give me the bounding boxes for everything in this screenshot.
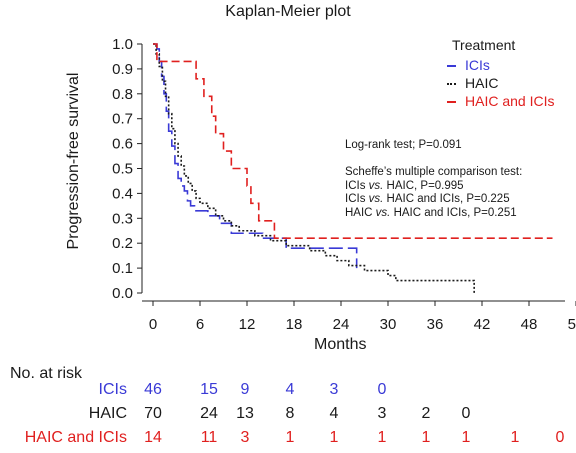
- risk-cell: 1: [421, 429, 431, 446]
- x-tick-label: 24: [333, 316, 350, 333]
- risk-cell: 14: [144, 429, 162, 446]
- y-tick-label: 0.8: [112, 86, 133, 103]
- y-tick-label: 0.6: [112, 136, 133, 153]
- risk-cell: 15: [200, 381, 218, 398]
- legend-swatch: [447, 100, 456, 103]
- scheffe-annotation: Scheffe’s multiple comparison test: ICIs…: [345, 166, 522, 220]
- risk-cell: 13: [236, 405, 254, 422]
- risk-cell: 8: [285, 405, 295, 422]
- legend-label: HAIC: [465, 75, 499, 91]
- scheffe-title: Scheffe’s multiple comparison test:: [345, 166, 523, 178]
- logrank-annotation: Log-rank test; P=0.091: [345, 139, 462, 151]
- x-tick-label: 42: [474, 316, 491, 333]
- curve-haic-and-icis: [153, 43, 553, 240]
- risk-cell: 3: [329, 381, 339, 398]
- legend-item: HAIC and ICIs: [447, 93, 554, 111]
- risk-cell: 2: [421, 405, 431, 422]
- x-tick-label: 12: [239, 316, 256, 333]
- risk-cell: 1: [285, 429, 295, 446]
- legend-swatch: [447, 82, 456, 85]
- legend-item: ICIs: [447, 57, 490, 75]
- x-tick-label: 30: [380, 316, 397, 333]
- curve-haic: [153, 43, 475, 293]
- x-tick-label: 36: [427, 316, 444, 333]
- x-axis-label: Months: [314, 336, 367, 353]
- risk-cell: 1: [510, 429, 520, 446]
- risk-cell: 1: [329, 429, 339, 446]
- risk-cell: 24: [200, 405, 218, 422]
- risk-cell: 3: [377, 405, 387, 422]
- risk-cell: 0: [377, 381, 387, 398]
- risk-cell: 1: [461, 429, 471, 446]
- risk-cell: 1: [377, 429, 387, 446]
- y-tick-label: 0.0: [112, 285, 133, 302]
- comparison-line: ICIs vs. HAIC and ICIs, P=0.225: [345, 193, 510, 205]
- risk-row-label: HAIC: [88, 405, 127, 422]
- risk-row-label: HAIC and ICIs: [24, 429, 127, 446]
- risk-cell: 3: [240, 429, 250, 446]
- y-tick-label: 0.7: [112, 111, 133, 128]
- axes: 0.0 0.1 0.2 0.3 0.4 0.5 0.6 0.7 0.8 0.9 1.0 0 6 12 18 2…: [112, 36, 576, 333]
- risk-cell: 70: [144, 405, 162, 422]
- x-tick-label: 18: [286, 316, 303, 333]
- comparison-list: ICIs vs. HAIC, P=0.995 ICIs vs. HAIC and …: [345, 180, 522, 221]
- survival-curves: [153, 43, 553, 293]
- chart-title: Kaplan-Meier plot: [225, 3, 351, 20]
- risk-table-title: No. at risk: [10, 365, 83, 382]
- x-tick-label: 54: [568, 316, 576, 333]
- legend-item: HAIC: [447, 75, 498, 93]
- y-tick-label: 0.4: [112, 185, 133, 202]
- legend-label: HAIC and ICIs: [465, 93, 555, 109]
- risk-cell: 9: [240, 381, 250, 398]
- risk-cell: 46: [144, 381, 162, 398]
- risk-cell: 0: [461, 405, 471, 422]
- risk-cell: 4: [285, 381, 295, 398]
- x-tick-label: 0: [149, 316, 157, 333]
- risk-row-label: ICIs: [98, 381, 127, 398]
- y-axis-label: Progression-free survival: [65, 72, 82, 250]
- comparison-line: ICIs vs. HAIC, P=0.995: [345, 179, 464, 192]
- y-tick-label: 1.0: [112, 36, 133, 53]
- comparison-line: HAIC vs. HAIC and ICIs, P=0.251: [345, 206, 517, 219]
- y-tick-label: 0.5: [112, 161, 133, 178]
- risk-cell: 11: [200, 429, 218, 446]
- x-tick-label: 6: [196, 316, 204, 333]
- legend-title: Treatment: [452, 37, 516, 53]
- x-tick-label: 48: [521, 316, 538, 333]
- y-tick-label: 0.1: [112, 260, 133, 277]
- legend-label: ICIs: [465, 57, 490, 73]
- y-tick-label: 0.9: [112, 61, 133, 78]
- y-tick-label: 0.2: [112, 235, 133, 252]
- y-tick-label: 0.3: [112, 210, 133, 227]
- risk-cell: 4: [329, 405, 339, 422]
- legend-swatch: [447, 64, 456, 67]
- risk-cell: 0: [555, 429, 565, 446]
